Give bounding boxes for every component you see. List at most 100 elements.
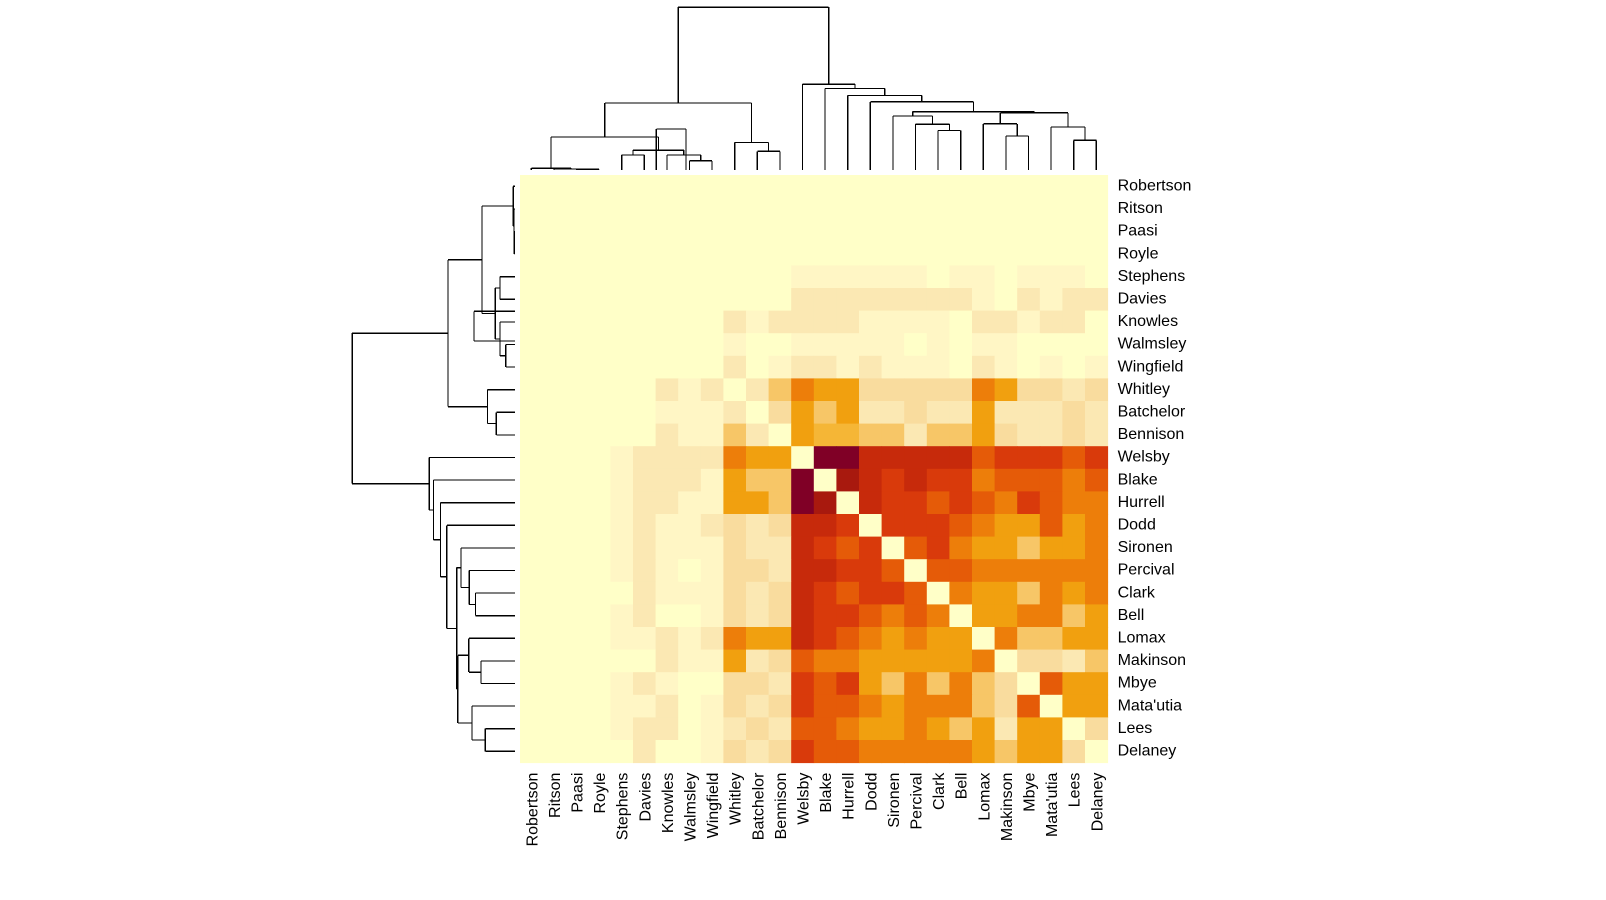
heatmap-cell (1039, 355, 1063, 379)
heatmap-cell (994, 220, 1018, 244)
heatmap-cell (1017, 288, 1041, 312)
heatmap-cell (565, 604, 589, 628)
heatmap-cell (587, 672, 611, 696)
heatmap-cell (1039, 242, 1063, 266)
heatmap-cell (926, 740, 950, 764)
heatmap-cell (949, 627, 973, 651)
heatmap-cell (723, 514, 747, 538)
column-label: Batchelor (750, 772, 767, 840)
heatmap-cell (813, 604, 837, 628)
heatmap-cell (633, 604, 657, 628)
heatmap-cell (746, 491, 770, 515)
heatmap-cell (542, 355, 566, 379)
heatmap-cell (972, 355, 996, 379)
heatmap-cell (1017, 491, 1041, 515)
heatmap-cell (1039, 514, 1063, 538)
heatmap-cell (994, 175, 1018, 199)
heatmap-cell (1017, 310, 1041, 334)
heatmap-cell (1085, 717, 1109, 741)
heatmap-cell (1039, 401, 1063, 425)
heatmap-cell (700, 468, 724, 492)
heatmap-cell (678, 378, 702, 402)
heatmap-cell (949, 468, 973, 492)
heatmap-cell (655, 242, 679, 266)
heatmap-cell (565, 378, 589, 402)
heatmap-cell (768, 491, 792, 515)
heatmap-cell (520, 220, 544, 244)
heatmap-cell (926, 627, 950, 651)
heatmap-cell (994, 559, 1018, 583)
heatmap-cell (655, 581, 679, 605)
heatmap-cell (520, 401, 544, 425)
heatmap-cell (723, 197, 747, 221)
heatmap-cell (1085, 378, 1109, 402)
heatmap-cell (972, 694, 996, 718)
heatmap-cell (565, 355, 589, 379)
heatmap-cell (1085, 310, 1109, 334)
heatmap-cell (926, 242, 950, 266)
row-label: Delaney (1118, 743, 1177, 760)
heatmap-cell (1039, 559, 1063, 583)
heatmap-cell (972, 468, 996, 492)
heatmap-cell (565, 197, 589, 221)
heatmap-cell (700, 581, 724, 605)
heatmap-cell (542, 581, 566, 605)
heatmap-cell (926, 446, 950, 470)
row-label: Welsby (1118, 449, 1170, 466)
heatmap-cell (836, 423, 860, 447)
heatmap-cell (610, 604, 634, 628)
heatmap-cell (859, 401, 883, 425)
heatmap-cell (1039, 310, 1063, 334)
heatmap-cell (1085, 197, 1109, 221)
heatmap-cell (723, 333, 747, 357)
heatmap-cell (723, 401, 747, 425)
heatmap-cell (859, 559, 883, 583)
column-label: Lees (1067, 773, 1084, 808)
heatmap-cell (700, 378, 724, 402)
heatmap-cell (1062, 355, 1086, 379)
heatmap-cell (1017, 672, 1041, 696)
heatmap-cell (746, 717, 770, 741)
heatmap-cell (633, 242, 657, 266)
heatmap-cell (655, 288, 679, 312)
heatmap-cell (746, 649, 770, 673)
heatmap-cell (633, 333, 657, 357)
heatmap-cell (565, 559, 589, 583)
heatmap-cell (791, 604, 815, 628)
heatmap-cell (1085, 581, 1109, 605)
heatmap-cell (926, 468, 950, 492)
heatmap-cell (610, 694, 634, 718)
heatmap-cell (949, 197, 973, 221)
column-label: Stephens (615, 773, 632, 841)
heatmap-cell (881, 514, 905, 538)
heatmap-cell (1062, 536, 1086, 560)
heatmap-cell (520, 265, 544, 289)
row-label: Mbye (1118, 675, 1157, 692)
column-label: Welsby (796, 773, 813, 825)
heatmap-cell (904, 694, 928, 718)
heatmap-cell (926, 581, 950, 605)
heatmap-cell (994, 604, 1018, 628)
heatmap-cell (1085, 288, 1109, 312)
heatmap-cell (1085, 694, 1109, 718)
heatmap-cell (633, 694, 657, 718)
heatmap-cell (972, 559, 996, 583)
heatmap-cell (949, 310, 973, 334)
heatmap-cell (678, 581, 702, 605)
heatmap-cell (633, 310, 657, 334)
heatmap-cell (1085, 604, 1109, 628)
heatmap-cell (655, 627, 679, 651)
heatmap-cell (949, 288, 973, 312)
row-label: Walmsley (1118, 336, 1187, 353)
heatmap-cell (972, 514, 996, 538)
heatmap-cell (813, 423, 837, 447)
heatmap-cell (655, 694, 679, 718)
row-label: Lees (1118, 720, 1153, 737)
heatmap-cell (926, 220, 950, 244)
heatmap-cell (813, 197, 837, 221)
heatmap-cell (610, 468, 634, 492)
heatmap-cell (700, 604, 724, 628)
heatmap-cell (859, 536, 883, 560)
heatmap-cell (791, 717, 815, 741)
heatmap-cell (587, 401, 611, 425)
